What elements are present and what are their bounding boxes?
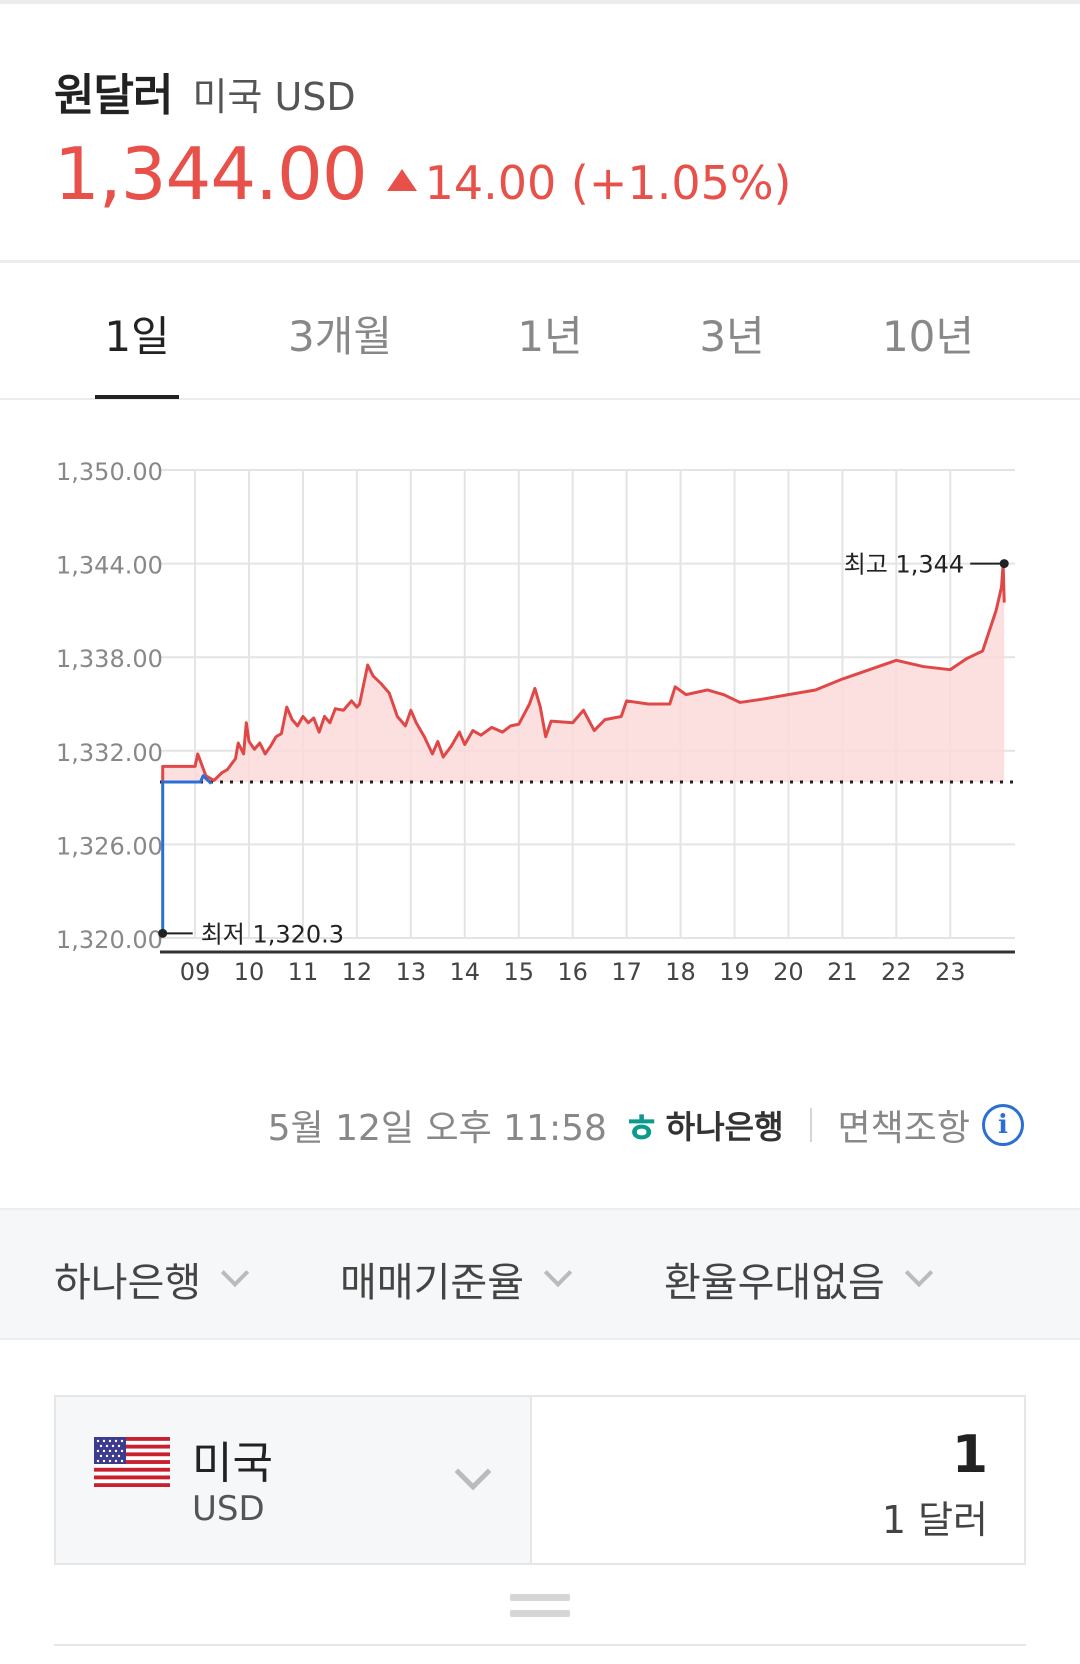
currency-select[interactable]: 미국 USD [56,1397,532,1563]
x-tick-label: 20 [773,958,804,986]
series-area [162,563,1005,782]
high-label: 최고 1,344 [844,551,965,579]
amount-input[interactable]: 1 [951,1425,988,1485]
x-tick-label: 22 [881,958,912,986]
amount-text: 1 달러 [881,1498,988,1542]
tab-3months[interactable]: 3개월 [287,312,392,361]
y-tick-label: 1,332.00 [56,739,163,767]
rate-header: 원달러 미국 USD 1,344.00 14.00 (+1.05%) [0,4,1080,262]
x-tick-label: 21 [827,958,858,986]
currency-subtitle: 미국 USD [192,75,356,119]
bank-logo: ㅎ 하나은행 [623,1096,784,1154]
rate-type-select[interactable]: 매매기준율 [340,1250,573,1308]
divider [0,260,1080,263]
x-tick-label: 14 [450,958,481,986]
rate-change-value: 14.00 (+1.05%) [424,156,792,210]
bank-select[interactable]: 하나은행 [54,1250,250,1308]
preference-select[interactable]: 환율우대없음 [664,1250,933,1308]
chevron-down-icon [543,1258,573,1288]
chart-svg: 1,350.00 1,344.00 1,338.00 1,332.00 1,326.00… [56,458,1015,986]
page-title: 원달러 [54,70,173,121]
x-tick-label: 17 [611,958,642,986]
divider [809,1108,812,1142]
source-row: 5월 12일 오후 11:58 ㅎ 하나은행 면책조항 i [267,1100,1024,1152]
x-tick-label: 23 [935,958,966,986]
y-tick-label: 1,326.00 [56,832,163,860]
filter-bar: 하나은행 매매기준율 환율우대없음 [0,1208,1080,1340]
title-row: 원달러 미국 USD [54,59,356,123]
tab-1day[interactable]: 1일 [104,312,170,361]
country-name: 미국 [192,1438,273,1489]
bank-select-label: 하나은행 [54,1260,202,1306]
hana-bank-icon: ㅎ [622,1106,660,1152]
preference-label: 환율우대없음 [664,1260,885,1306]
currency-code: USD [192,1489,265,1529]
series-line-low [161,774,213,934]
tab-10years[interactable]: 10년 [881,312,975,361]
currency-converter: 미국 USD 1 1 달러 [54,1395,1026,1565]
x-tick-label: 18 [665,958,696,986]
tab-1year[interactable]: 1년 [517,312,583,361]
rate-change: 14.00 (+1.05%) [386,156,792,210]
y-tick-label: 1,320.00 [56,926,163,954]
x-tick-label: 10 [234,958,265,986]
exchange-rate-chart[interactable]: 1,350.00 1,344.00 1,338.00 1,332.00 1,326.00… [0,402,1080,1002]
x-tick-label: 12 [342,958,373,986]
x-tick-label: 11 [288,958,319,986]
chevron-down-icon [904,1258,933,1288]
chevron-down-icon [454,1453,492,1491]
rate-type-label: 매매기준율 [340,1260,524,1306]
x-tick-label: 15 [503,958,534,986]
info-icon[interactable]: i [982,1104,1024,1146]
y-tick-label: 1,338.00 [56,645,163,673]
result-card [54,1644,1026,1664]
update-timestamp: 5월 12일 오후 11:58 [267,1108,607,1149]
chevron-down-icon [221,1258,250,1288]
y-tick-label: 1,344.00 [56,552,163,580]
x-tick-label: 19 [719,958,750,986]
series-line-rate [161,562,1006,782]
tab-3years[interactable]: 3년 [699,312,765,361]
triangle-up-icon [386,169,417,191]
period-tabs: 1일 3개월 1년 3년 10년 [0,263,1080,400]
x-tick-label: 16 [557,958,588,986]
low-label: 최저 1,320.3 [201,920,344,948]
equals-icon [510,1594,570,1624]
us-flag-icon [94,1437,170,1487]
top-divider [0,0,1080,4]
price-row: 1,344.00 14.00 (+1.05%) [54,132,792,216]
y-tick-label: 1,350.00 [56,458,163,486]
x-tick-label: 09 [180,958,211,986]
x-tick-label: 13 [396,958,427,986]
active-tab-indicator [95,395,179,399]
bank-logo-text: 하나은행 [665,1108,784,1146]
disclaimer-link[interactable]: 면책조항 [837,1108,970,1149]
current-rate: 1,344.00 [54,132,368,216]
